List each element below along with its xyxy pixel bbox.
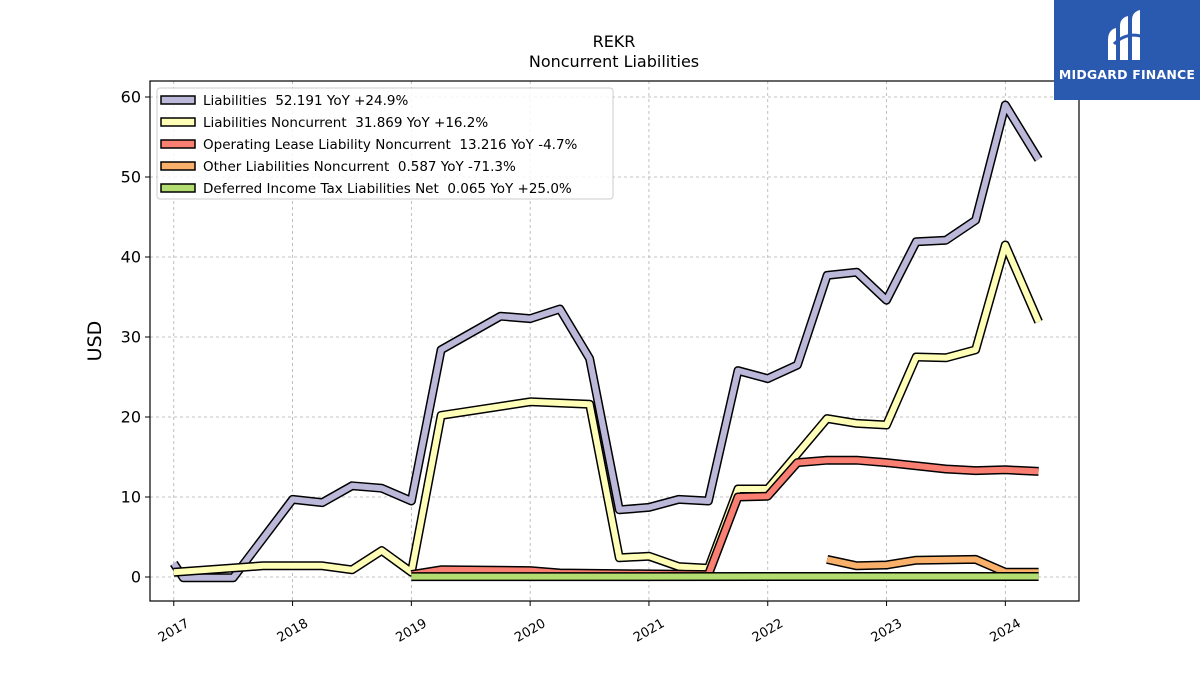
y-tick-label: 20	[121, 408, 141, 427]
legend: Liabilities 52.191 YoY +24.9% Liabilities…	[156, 87, 614, 200]
x-tick-label: 2018	[275, 616, 311, 646]
series-line-3	[410, 457, 1039, 578]
x-tick-label: 2023	[869, 616, 905, 646]
logo-mark-icon	[1108, 10, 1147, 60]
x-tick-label: 2021	[631, 616, 667, 646]
series-group	[170, 100, 1043, 583]
x-axis: 2017 2018 2019 2020 2021 2022 2023 2024	[156, 601, 1024, 646]
x-tick-label: 2017	[156, 616, 192, 646]
series-line-1	[171, 102, 1042, 581]
chart-subtitle: Noncurrent Liabilities	[529, 52, 699, 71]
y-tick-label: 10	[121, 488, 141, 507]
plot-frame	[149, 80, 1080, 602]
y-tick-label: 40	[121, 248, 141, 267]
y-tick-label: 60	[121, 88, 141, 107]
x-tick-label: 2019	[394, 616, 430, 646]
legend-label-4: Other Liabilities Noncurrent 0.587 YoY -…	[203, 159, 516, 175]
logo-text: MIDGARD FINANCE	[1058, 67, 1196, 82]
y-tick-label: 50	[121, 168, 141, 187]
legend-label-1: Liabilities 52.191 YoY +24.9%	[203, 93, 408, 109]
series-line-2	[173, 242, 1042, 576]
y-tick-label: 0	[131, 568, 141, 587]
x-tick-label: 2024	[988, 616, 1024, 646]
logo: MIDGARD FINANCE	[1054, 0, 1200, 100]
legend-swatch-2	[160, 117, 196, 127]
x-tick-label: 2020	[512, 616, 548, 646]
chart-title: REKR	[593, 32, 636, 51]
x-tick-label: 2022	[750, 616, 786, 646]
legend-swatch-5	[160, 183, 196, 193]
y-axis: 0 10 20 30 40 50 60	[121, 88, 150, 587]
legend-swatch-4	[160, 161, 196, 171]
series-outline-2	[173, 240, 1043, 577]
grid-lines	[150, 81, 1079, 601]
legend-swatch-3	[160, 139, 196, 149]
y-tick-label: 30	[121, 328, 141, 347]
legend-swatch-1	[160, 95, 196, 105]
legend-label-2: Liabilities Noncurrent 31.869 YoY +16.2%	[203, 115, 488, 131]
y-axis-label: USD	[84, 321, 106, 362]
legend-label-5: Deferred Income Tax Liabilities Net 0.06…	[203, 181, 572, 197]
legend-label-3: Operating Lease Liability Noncurrent 13.…	[203, 137, 578, 153]
legend-box	[156, 87, 614, 200]
